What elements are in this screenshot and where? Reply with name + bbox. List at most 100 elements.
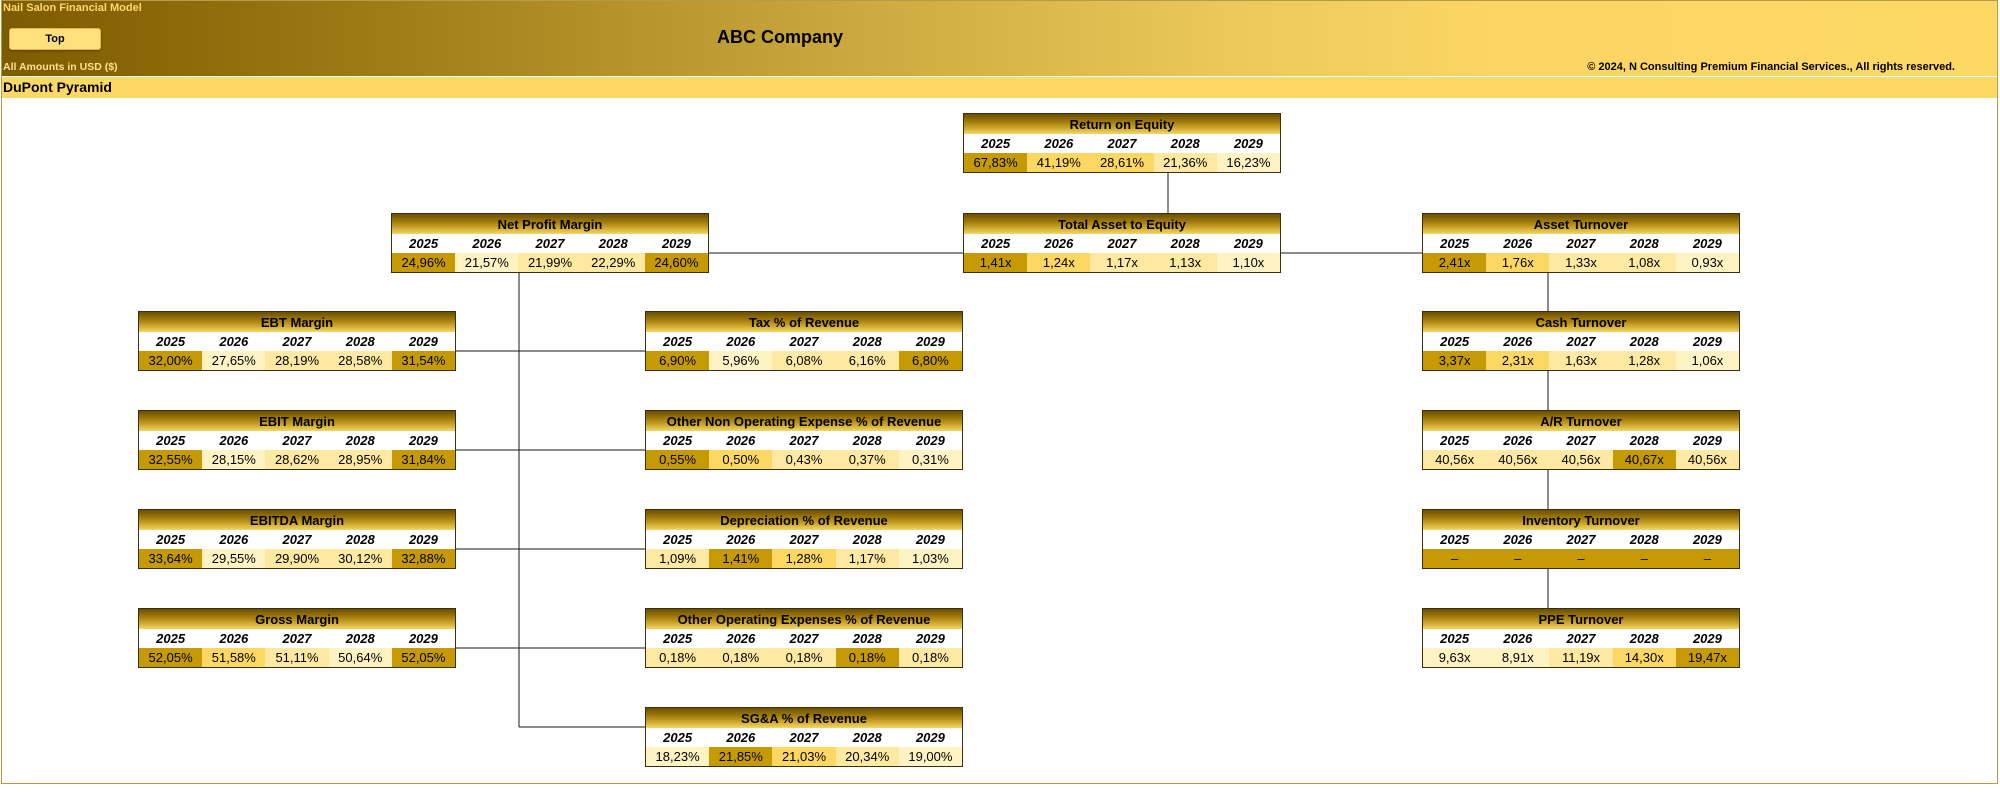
value-cell[interactable]: 6,90% bbox=[646, 351, 710, 370]
section-bar bbox=[2, 77, 1997, 98]
value-cell[interactable]: 1,10x bbox=[1216, 253, 1281, 272]
value-cell[interactable]: 19,00% bbox=[898, 747, 963, 766]
value-cell[interactable]: – bbox=[1486, 549, 1550, 568]
year-cell: 2027 bbox=[282, 433, 312, 448]
value-cell[interactable]: 28,95% bbox=[328, 450, 392, 469]
box-sga: SG&A % of Revenue 2025 2026 2027 2028 2029 18,… bbox=[645, 707, 963, 767]
value-cell[interactable]: – bbox=[1423, 549, 1487, 568]
value-cell[interactable]: 1,17x bbox=[1090, 253, 1154, 272]
box-tae: Total Asset to Equity 2025 2026 2027 2028 202… bbox=[963, 213, 1281, 273]
year-cell: 2029 bbox=[915, 730, 945, 745]
value-cell[interactable]: – bbox=[1612, 549, 1676, 568]
value-cell[interactable]: 29,90% bbox=[265, 549, 329, 568]
value-cell[interactable]: 40,67x bbox=[1612, 450, 1676, 469]
box-onoe: Other Non Operating Expense % of Revenue… bbox=[645, 410, 963, 470]
year-cell: 2029 bbox=[915, 532, 945, 547]
value-cell[interactable]: 27,65% bbox=[202, 351, 266, 370]
year-cell: 2027 bbox=[1566, 631, 1596, 646]
value-cell[interactable]: 21,36% bbox=[1153, 153, 1217, 172]
value-cell[interactable]: 1,09% bbox=[646, 549, 710, 568]
value-cell[interactable]: 6,08% bbox=[772, 351, 836, 370]
value-cell[interactable]: 51,11% bbox=[265, 648, 329, 667]
value-cell[interactable]: 31,84% bbox=[391, 450, 456, 469]
value-cell[interactable]: 29,55% bbox=[202, 549, 266, 568]
value-cell[interactable]: 40,56x bbox=[1423, 450, 1487, 469]
year-cell: 2027 bbox=[1566, 334, 1596, 349]
value-cell[interactable]: 5,96% bbox=[709, 351, 773, 370]
value-cell[interactable]: 0,43% bbox=[772, 450, 836, 469]
value-cell[interactable]: 9,63x bbox=[1423, 648, 1487, 667]
value-cell[interactable]: 24,60% bbox=[644, 253, 709, 272]
value-cell[interactable]: 0,18% bbox=[709, 648, 773, 667]
year-cell: 2025 bbox=[663, 631, 693, 646]
value-cell[interactable]: 1,03% bbox=[898, 549, 963, 568]
value-cell[interactable]: – bbox=[1675, 549, 1740, 568]
value-cell[interactable]: 1,13x bbox=[1153, 253, 1217, 272]
value-cell[interactable]: 0,55% bbox=[646, 450, 710, 469]
value-cell[interactable]: 40,56x bbox=[1549, 450, 1613, 469]
value-cell[interactable]: 3,37x bbox=[1423, 351, 1487, 370]
value-row: 1,41x 1,24x 1,17x 1,13x 1,10x bbox=[964, 253, 1281, 272]
value-cell[interactable]: 32,88% bbox=[391, 549, 456, 568]
value-cell[interactable]: 28,61% bbox=[1090, 153, 1154, 172]
value-cell[interactable]: 0,18% bbox=[646, 648, 710, 667]
value-cell[interactable]: 50,64% bbox=[328, 648, 392, 667]
value-cell[interactable]: 20,34% bbox=[835, 747, 899, 766]
value-cell[interactable]: 19,47x bbox=[1675, 648, 1740, 667]
value-cell[interactable]: 24,96% bbox=[392, 253, 456, 272]
value-cell[interactable]: 1,41x bbox=[964, 253, 1028, 272]
value-cell[interactable]: 41,19% bbox=[1027, 153, 1091, 172]
value-cell[interactable]: 1,17% bbox=[835, 549, 899, 568]
value-cell[interactable]: 11,19x bbox=[1549, 648, 1613, 667]
value-cell[interactable]: 32,55% bbox=[139, 450, 203, 469]
value-cell[interactable]: 51,58% bbox=[202, 648, 266, 667]
value-cell[interactable]: 40,56x bbox=[1675, 450, 1740, 469]
value-cell[interactable]: 1,24x bbox=[1027, 253, 1091, 272]
value-cell[interactable]: 16,23% bbox=[1216, 153, 1281, 172]
value-cell[interactable]: 1,28% bbox=[772, 549, 836, 568]
value-cell[interactable]: 28,62% bbox=[265, 450, 329, 469]
value-cell[interactable]: 6,80% bbox=[898, 351, 963, 370]
value-cell[interactable]: 18,23% bbox=[646, 747, 710, 766]
value-cell[interactable]: 33,64% bbox=[139, 549, 203, 568]
value-cell[interactable]: 67,83% bbox=[964, 153, 1028, 172]
year-cell: 2028 bbox=[852, 631, 882, 646]
value-cell[interactable]: 28,15% bbox=[202, 450, 266, 469]
value-cell[interactable]: 1,76x bbox=[1486, 253, 1550, 272]
value-cell[interactable]: 1,41% bbox=[709, 549, 773, 568]
value-cell[interactable]: 1,63x bbox=[1549, 351, 1613, 370]
value-cell[interactable]: 0,37% bbox=[835, 450, 899, 469]
year-cell: 2026 bbox=[726, 532, 756, 547]
value-cell[interactable]: 0,18% bbox=[835, 648, 899, 667]
value-cell[interactable]: – bbox=[1549, 549, 1613, 568]
value-cell[interactable]: 30,12% bbox=[328, 549, 392, 568]
value-cell[interactable]: 2,31x bbox=[1486, 351, 1550, 370]
value-cell[interactable]: 8,91x bbox=[1486, 648, 1550, 667]
value-cell[interactable]: 40,56x bbox=[1486, 450, 1550, 469]
value-cell[interactable]: 0,93x bbox=[1675, 253, 1740, 272]
value-cell[interactable]: 0,31% bbox=[898, 450, 963, 469]
value-cell[interactable]: 28,58% bbox=[328, 351, 392, 370]
value-cell[interactable]: 28,19% bbox=[265, 351, 329, 370]
value-cell[interactable]: 1,28x bbox=[1612, 351, 1676, 370]
value-cell[interactable]: 6,16% bbox=[835, 351, 899, 370]
value-cell[interactable]: 21,99% bbox=[518, 253, 582, 272]
value-cell[interactable]: 0,18% bbox=[898, 648, 963, 667]
value-cell[interactable]: 1,08x bbox=[1612, 253, 1676, 272]
value-cell[interactable]: 2,41x bbox=[1423, 253, 1487, 272]
value-cell[interactable]: 21,57% bbox=[455, 253, 519, 272]
value-cell[interactable]: 0,18% bbox=[772, 648, 836, 667]
value-cell[interactable]: 14,30x bbox=[1612, 648, 1676, 667]
value-cell[interactable]: 1,33x bbox=[1549, 253, 1613, 272]
value-cell[interactable]: 52,05% bbox=[139, 648, 203, 667]
value-cell[interactable]: 21,03% bbox=[772, 747, 836, 766]
top-button[interactable]: Top bbox=[9, 28, 101, 50]
value-cell[interactable]: 21,85% bbox=[709, 747, 773, 766]
value-cell[interactable]: 32,00% bbox=[139, 351, 203, 370]
value-cell[interactable]: 52,05% bbox=[391, 648, 456, 667]
value-cell[interactable]: 1,06x bbox=[1675, 351, 1740, 370]
value-cell[interactable]: 31,54% bbox=[391, 351, 456, 370]
value-cell[interactable]: 0,50% bbox=[709, 450, 773, 469]
value-cell[interactable]: 22,29% bbox=[581, 253, 645, 272]
box-title: Asset Turnover bbox=[1423, 214, 1739, 234]
